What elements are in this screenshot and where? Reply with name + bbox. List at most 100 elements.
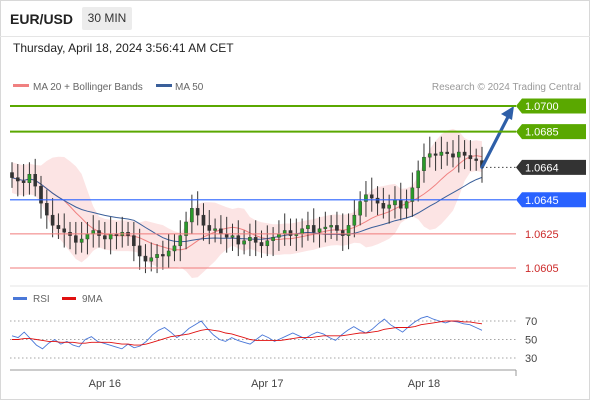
bollinger-legend-swatch [13,84,29,87]
time-tick-label: Apr 16 [89,378,121,390]
bollinger-legend-label: MA 20 + Bollinger Bands [33,82,143,93]
candle-body [329,225,333,228]
candle-body [422,156,426,172]
candle-body [137,245,142,257]
candle-body [242,240,246,245]
price-legend: MA 20 + Bollinger Bands MA 50 [13,82,204,93]
candle-body [213,228,217,231]
candle-body [277,233,281,238]
candle-body [474,158,478,161]
candle-body [381,202,386,209]
candle-body [364,194,368,202]
price-level-tag: 1.0700 [516,98,586,114]
candle-body [462,151,467,156]
candle-body [271,237,275,241]
candle-body [79,238,84,243]
chart-datetime: Thursday, April 18, 2024 3:56:41 AM CET [13,41,234,55]
chart-header: EUR/USD 30 MIN [0,0,590,37]
candle-body [224,233,229,238]
price-tag-shape [516,159,586,175]
candle-body [103,235,107,240]
candle-body [335,225,339,231]
ma50-legend-swatch [156,84,172,87]
price-tag-shape [516,124,586,140]
candle-body [108,233,113,240]
candle-body [410,187,415,202]
rsi-line [11,315,483,350]
rsi-legend: RSI 9MA [13,294,103,305]
candle-body [97,230,101,236]
candle-body [398,199,403,209]
price-levels: 1.0700 1.0685 1.0664 1.0645 1.0625 1.0605 [10,98,586,275]
candle-body [190,208,194,223]
price-tag-label: 1.0685 [525,127,559,139]
price-tag-label: 1.0664 [525,162,559,174]
candle-body [375,197,380,204]
price-tag-label: 1.0645 [525,195,559,207]
candle-body [50,214,55,226]
candle-body [369,194,374,199]
candle-body [178,235,183,247]
candle-body [248,237,252,241]
candle-body [456,151,461,158]
rsi-legend-swatch [13,297,27,300]
rsi-ma-legend-swatch [62,297,76,300]
time-tick-label: Apr 17 [251,378,283,390]
candle-body [300,228,304,235]
instrument-symbol[interactable]: EUR/USD [10,11,74,27]
candle-body [468,155,473,160]
candle-body [45,202,49,216]
price-level-tag: 1.0664 [516,159,586,175]
candle-body [91,230,96,235]
timeframe-badge[interactable]: 30 MIN [82,7,132,30]
candle-body [282,230,287,235]
rsi-pane: 70 50 30 [10,315,537,365]
candle-body [74,235,78,243]
ma50-legend-label: MA 50 [175,82,204,93]
candle-body [346,225,351,236]
candle-body [306,225,310,229]
rsi-legend-label: RSI [33,294,50,305]
candle-body [439,151,444,156]
candle-body [288,230,293,236]
price-pane [10,106,514,278]
candle-body [404,201,409,209]
candle-body [132,235,136,247]
support-level-label: 1.0625 [525,229,559,241]
support-level-label: 1.0605 [525,263,559,275]
research-credit: Research © 2024 Trading Central [432,82,581,93]
candle-body [161,254,165,257]
price-level-tag: 1.0645 [516,192,586,208]
candle-body [149,257,154,262]
candle-body [416,170,420,189]
candle-body [340,230,345,236]
candle-body [143,255,148,262]
price-tag-label: 1.0700 [525,101,559,113]
candle-body [201,214,206,226]
ma50-line [11,176,483,243]
candle-body [393,199,397,206]
candle-body [195,208,200,216]
rsi-ma-legend-label: 9MA [82,294,103,305]
candle-body [207,225,212,231]
ma20-line [11,155,483,251]
candle-body [27,174,32,183]
price-level-tag: 1.0685 [516,124,586,140]
rsi-ma-line [12,320,483,346]
candle-body [265,240,270,247]
candle-body [259,242,264,247]
candle-body [230,235,235,238]
price-tag-shape [516,98,586,114]
candle-body [166,250,171,257]
candle-body [10,172,14,178]
candle-body [352,214,357,226]
candle-body [172,245,177,252]
candle-body [445,151,449,154]
time-tick-label: Apr 18 [408,378,440,390]
candle-body [323,226,328,229]
candle-body [253,237,258,243]
time-axis-ticks: Apr 16 Apr 17 Apr 18 [89,378,441,390]
candle-body [433,153,438,156]
candle-body [317,228,322,233]
candle-body [56,225,61,229]
